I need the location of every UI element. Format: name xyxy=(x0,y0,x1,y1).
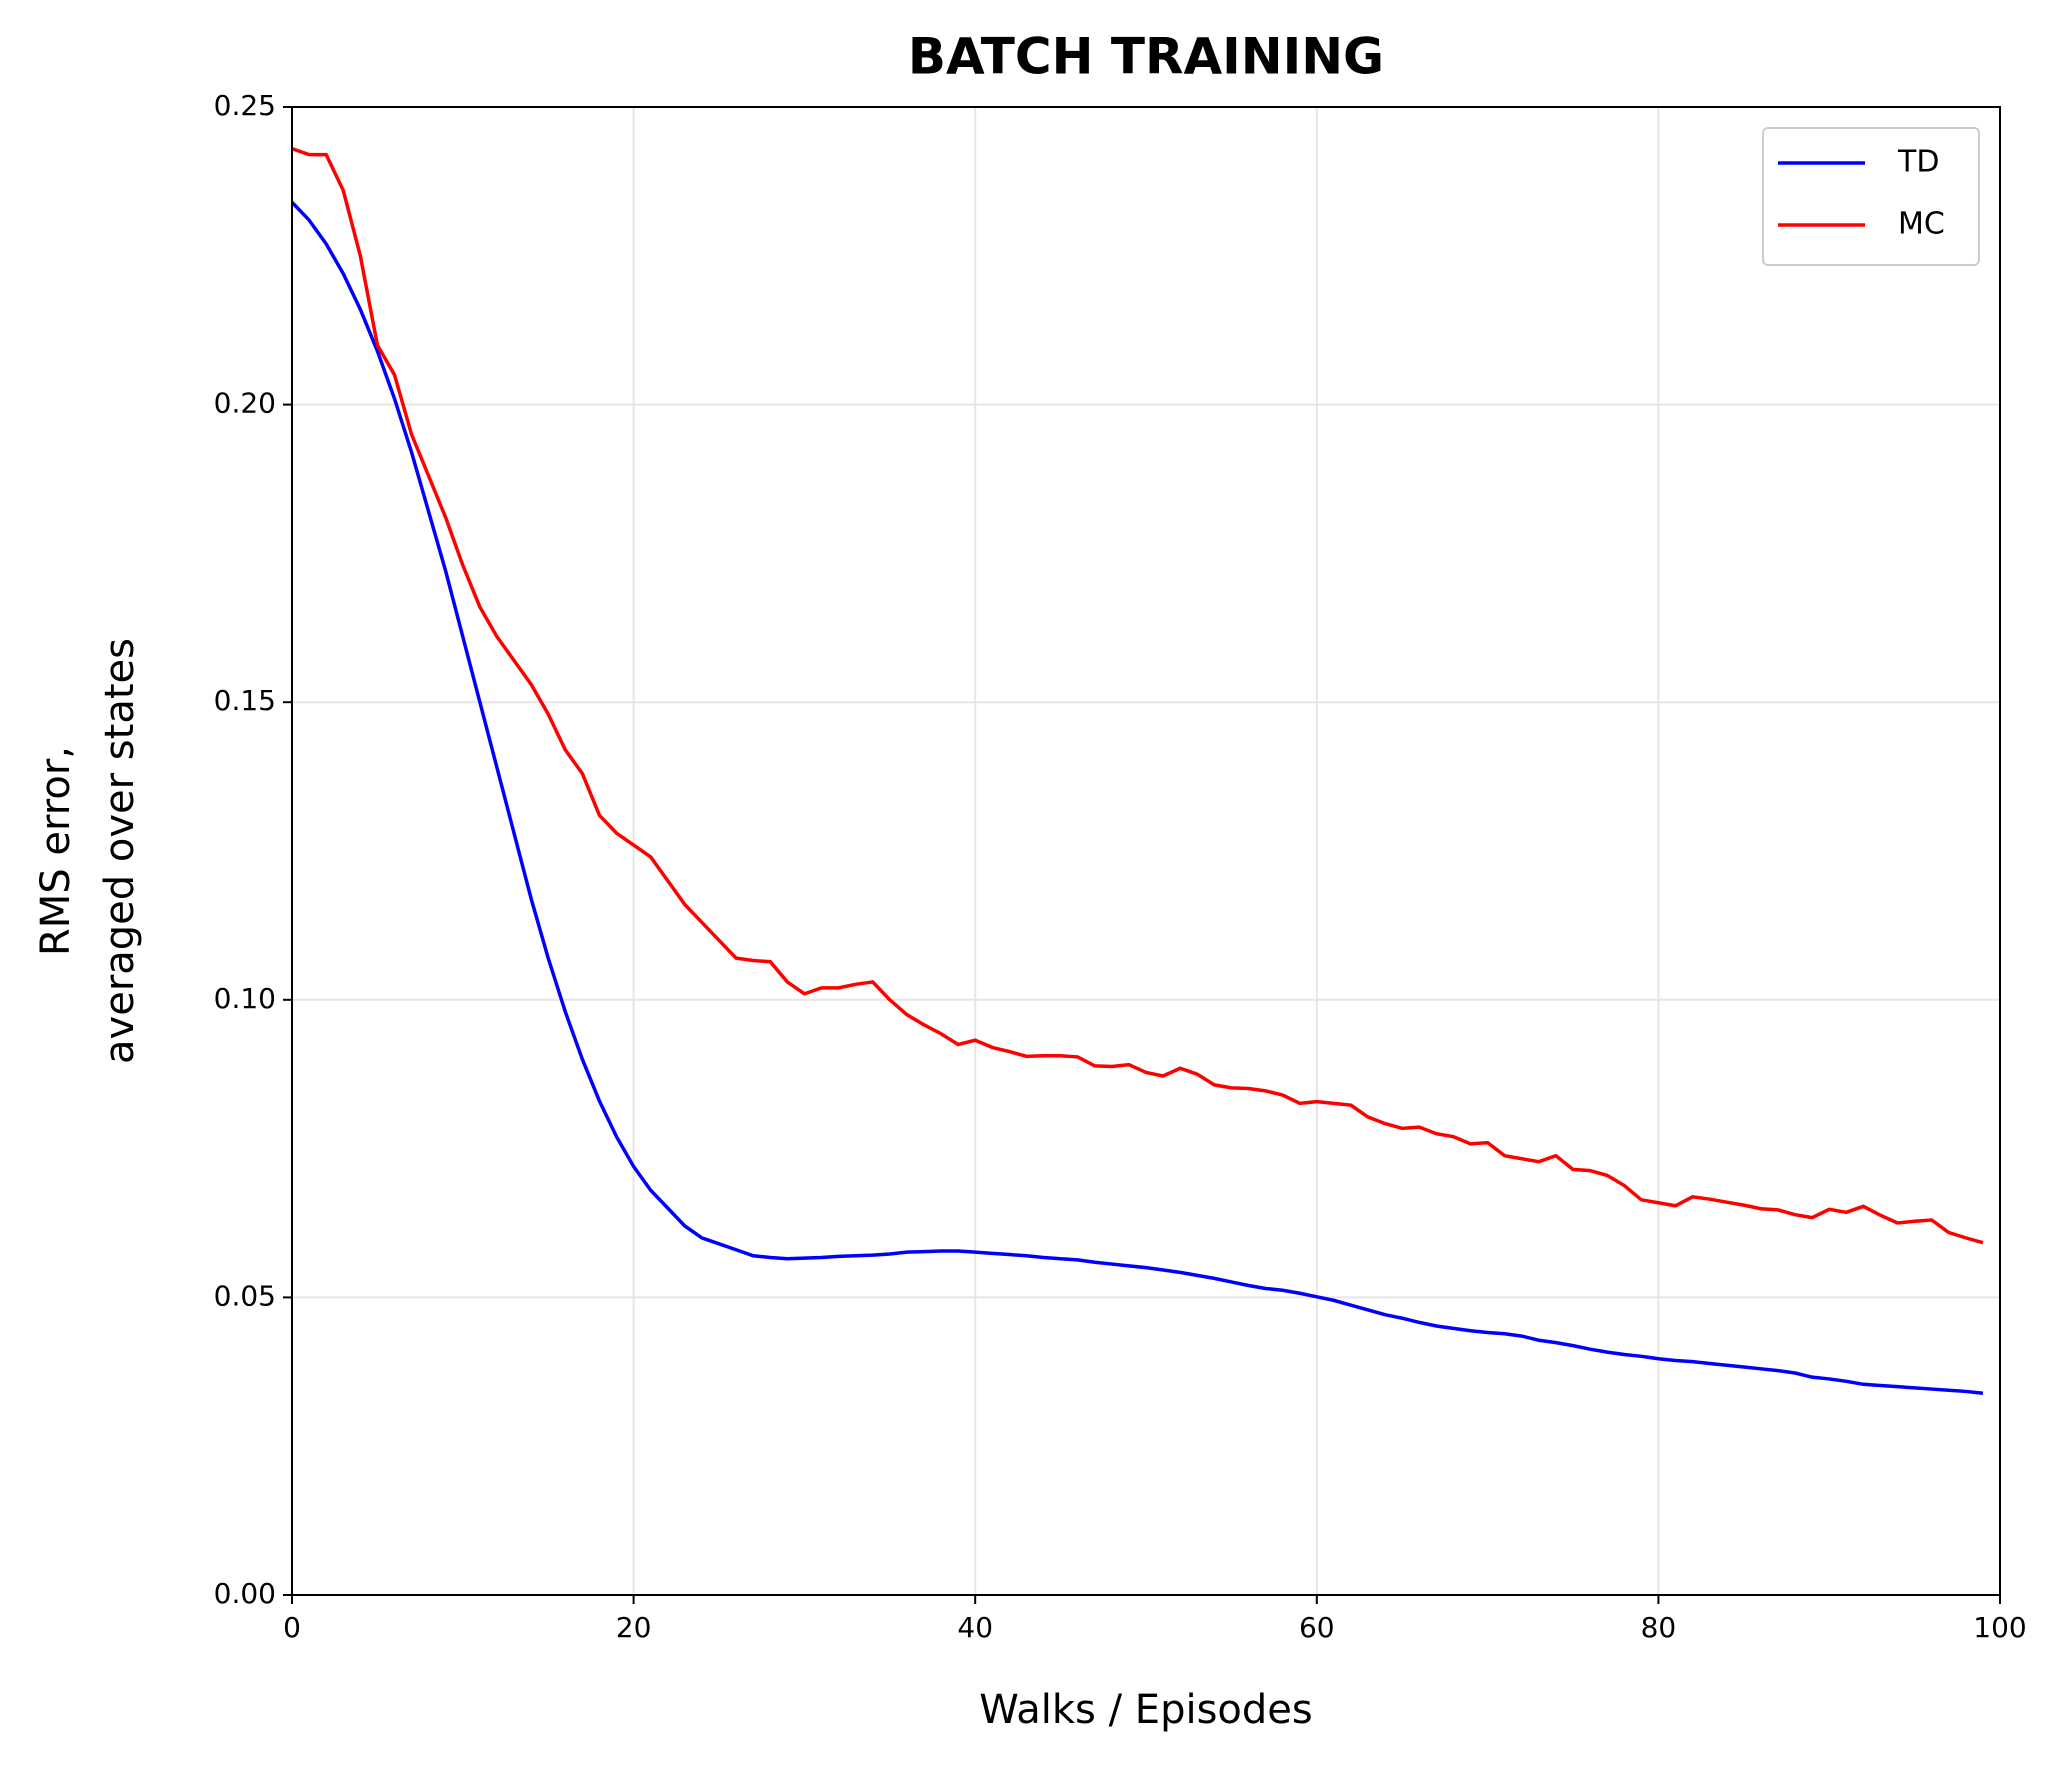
y-axis-label: averaged over states xyxy=(97,638,143,1064)
y-tick-label: 0.10 xyxy=(214,982,276,1015)
line-series xyxy=(291,147,1984,1245)
x-tick-label: 0 xyxy=(283,1611,301,1644)
x-tick-label: 20 xyxy=(616,1611,652,1644)
x-tick-label: 40 xyxy=(957,1611,993,1644)
y-tick-label: 0.25 xyxy=(214,89,276,122)
legend-box xyxy=(1762,127,1980,266)
legend-label: TD xyxy=(1897,145,1939,180)
plot-frame xyxy=(291,106,2001,1596)
chart-title: BATCH TRAINING xyxy=(908,28,1384,86)
line-series xyxy=(290,201,1984,1395)
x-tick-label: 80 xyxy=(1641,1611,1677,1644)
x-axis-label: Walks / Episodes xyxy=(979,1687,1312,1733)
y-tick-label: 0.00 xyxy=(214,1577,276,1610)
y-tick-label: 0.15 xyxy=(214,684,276,717)
legend-label: MC xyxy=(1898,207,1945,242)
x-tick-label: 100 xyxy=(1973,1611,2026,1644)
y-tick-label: 0.20 xyxy=(214,387,276,420)
y-axis-label: RMS error, xyxy=(33,746,79,956)
y-tick-label: 0.05 xyxy=(214,1279,276,1312)
x-tick-label: 60 xyxy=(1299,1611,1335,1644)
